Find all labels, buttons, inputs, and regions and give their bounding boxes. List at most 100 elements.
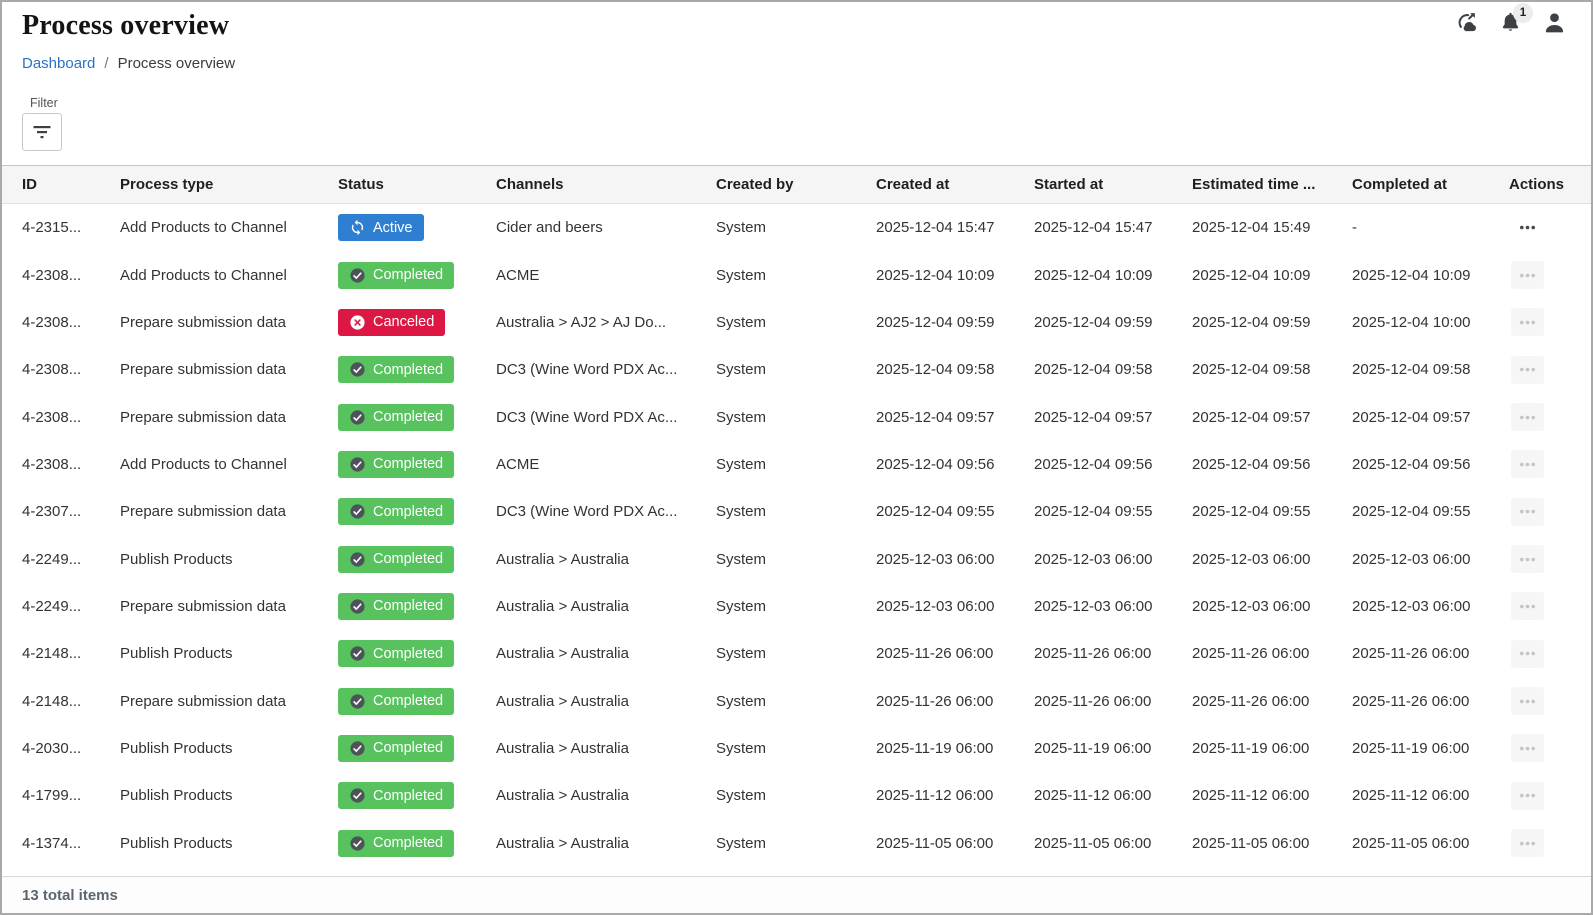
status-label: Completed xyxy=(373,456,443,472)
status-badge-completed: Completed xyxy=(338,782,454,809)
cell-id: 4-2148... xyxy=(2,645,120,662)
cell-actions xyxy=(1509,734,1591,762)
ellipsis-icon xyxy=(1518,739,1537,758)
cell-created-at: 2025-12-04 10:09 xyxy=(876,267,1034,284)
total-items-label: 13 total items xyxy=(22,887,118,904)
cell-created-at: 2025-12-04 15:47 xyxy=(876,219,1034,236)
cell-channels: Australia > AJ2 > AJ Do... xyxy=(496,314,716,331)
row-actions-button[interactable] xyxy=(1511,640,1544,668)
row-actions-button[interactable] xyxy=(1511,829,1544,857)
row-actions-button[interactable] xyxy=(1511,687,1544,715)
cell-created-at: 2025-11-26 06:00 xyxy=(876,645,1034,662)
row-actions-button[interactable] xyxy=(1511,592,1544,620)
cell-estimated-time: 2025-11-26 06:00 xyxy=(1192,645,1352,662)
cell-created-by: System xyxy=(716,835,876,852)
breadcrumb-link-dashboard[interactable]: Dashboard xyxy=(22,55,95,72)
cell-completed-at: 2025-12-04 09:55 xyxy=(1352,503,1509,520)
cell-completed-at: 2025-12-03 06:00 xyxy=(1352,551,1509,568)
cell-process-type: Prepare submission data xyxy=(120,314,338,331)
cell-process-type: Prepare submission data xyxy=(120,361,338,378)
cell-actions xyxy=(1509,498,1591,526)
row-actions-button[interactable] xyxy=(1511,214,1544,242)
status-badge-completed: Completed xyxy=(338,404,454,431)
process-row: 4-2308...Prepare submission dataComplete… xyxy=(2,393,1591,440)
ellipsis-icon xyxy=(1518,502,1537,521)
check-circle-icon xyxy=(349,409,366,426)
table-body: 4-2315...Add Products to ChannelActiveCi… xyxy=(2,204,1591,867)
column-header-process-type: Process type xyxy=(120,176,338,193)
row-actions-button[interactable] xyxy=(1511,356,1544,384)
cell-estimated-time: 2025-12-04 09:57 xyxy=(1192,409,1352,426)
cell-id: 4-1374... xyxy=(2,835,120,852)
row-actions-button[interactable] xyxy=(1511,403,1544,431)
row-actions-button[interactable] xyxy=(1511,308,1544,336)
ellipsis-icon xyxy=(1518,644,1537,663)
check-circle-icon xyxy=(349,456,366,473)
status-badge-completed: Completed xyxy=(338,262,454,289)
cell-created-at: 2025-11-26 06:00 xyxy=(876,693,1034,710)
cell-actions xyxy=(1509,592,1591,620)
cell-actions xyxy=(1509,782,1591,810)
status-badge-completed: Completed xyxy=(338,356,454,383)
cell-channels: Australia > Australia xyxy=(496,645,716,662)
row-actions-button[interactable] xyxy=(1511,450,1544,478)
cell-process-type: Prepare submission data xyxy=(120,598,338,615)
cell-started-at: 2025-11-19 06:00 xyxy=(1034,740,1192,757)
check-circle-icon xyxy=(349,693,366,710)
status-badge-completed: Completed xyxy=(338,640,454,667)
sync-icon xyxy=(349,219,366,236)
cell-status: Completed xyxy=(338,735,496,762)
cell-created-by: System xyxy=(716,503,876,520)
cell-process-type: Add Products to Channel xyxy=(120,267,338,284)
cell-actions xyxy=(1509,214,1591,242)
breadcrumb-separator: / xyxy=(104,55,108,72)
cell-completed-at: 2025-11-12 06:00 xyxy=(1352,787,1509,804)
user-button[interactable] xyxy=(1542,10,1567,35)
status-label: Completed xyxy=(373,409,443,425)
process-row: 4-1799...Publish ProductsCompletedAustra… xyxy=(2,772,1591,819)
row-actions-button[interactable] xyxy=(1511,734,1544,762)
cell-actions xyxy=(1509,308,1591,336)
cell-estimated-time: 2025-11-05 06:00 xyxy=(1192,835,1352,852)
column-header-channels: Channels xyxy=(496,176,716,193)
check-circle-icon xyxy=(349,645,366,662)
process-row: 4-1374...Publish ProductsCompletedAustra… xyxy=(2,819,1591,866)
status-label: Canceled xyxy=(373,314,434,330)
status-label: Completed xyxy=(373,504,443,520)
notifications-button[interactable]: 1 xyxy=(1498,10,1523,35)
cell-channels: DC3 (Wine Word PDX Ac... xyxy=(496,503,716,520)
cell-completed-at: 2025-12-04 10:09 xyxy=(1352,267,1509,284)
row-actions-button[interactable] xyxy=(1511,782,1544,810)
cell-id: 4-2307... xyxy=(2,503,120,520)
process-row: 4-2308...Add Products to ChannelComplete… xyxy=(2,251,1591,298)
status-badge-completed: Completed xyxy=(338,498,454,525)
process-row: 4-2148...Prepare submission dataComplete… xyxy=(2,677,1591,724)
cell-channels: Australia > Australia xyxy=(496,740,716,757)
check-circle-icon xyxy=(349,598,366,615)
check-circle-icon xyxy=(349,361,366,378)
ellipsis-icon xyxy=(1518,218,1537,237)
row-actions-button[interactable] xyxy=(1511,545,1544,573)
status-badge-canceled: Canceled xyxy=(338,309,445,336)
cell-estimated-time: 2025-12-04 09:59 xyxy=(1192,314,1352,331)
cell-estimated-time: 2025-12-04 09:56 xyxy=(1192,456,1352,473)
cell-started-at: 2025-12-04 09:56 xyxy=(1034,456,1192,473)
cell-status: Active xyxy=(338,214,496,241)
notification-count-badge: 1 xyxy=(1513,3,1533,23)
cell-estimated-time: 2025-12-04 09:58 xyxy=(1192,361,1352,378)
page-title: Process overview xyxy=(22,10,1569,42)
table-header-row: IDProcess typeStatusChannelsCreated byCr… xyxy=(2,165,1591,204)
ellipsis-icon xyxy=(1518,266,1537,285)
row-actions-button[interactable] xyxy=(1511,498,1544,526)
filter-button[interactable] xyxy=(22,113,62,151)
cell-created-at: 2025-12-04 09:58 xyxy=(876,361,1034,378)
cell-actions xyxy=(1509,545,1591,573)
cell-process-type: Prepare submission data xyxy=(120,503,338,520)
cell-created-by: System xyxy=(716,219,876,236)
row-actions-button[interactable] xyxy=(1511,261,1544,289)
cell-created-by: System xyxy=(716,645,876,662)
sync-cloud-button[interactable] xyxy=(1454,10,1479,35)
cell-id: 4-2148... xyxy=(2,693,120,710)
ellipsis-icon xyxy=(1518,408,1537,427)
column-header-created-by: Created by xyxy=(716,176,876,193)
